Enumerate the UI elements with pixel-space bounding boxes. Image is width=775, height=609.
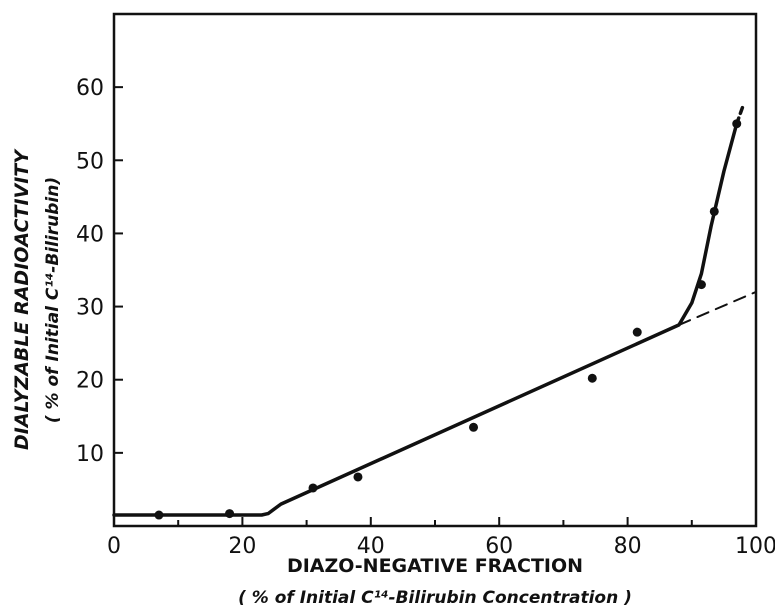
x-tick-label: 100: [735, 534, 775, 559]
y-tick-label: 50: [76, 149, 104, 174]
data-point: [696, 280, 706, 290]
x-tick-label: 0: [107, 534, 121, 559]
y-tick-label: 30: [76, 296, 104, 321]
data-point: [469, 422, 479, 432]
x-tick-label: 40: [357, 534, 385, 559]
y-axis-sublabel: ( % of Initial C¹⁴-Bilirubin): [43, 177, 63, 423]
data-point: [632, 327, 642, 337]
y-tick-label: 40: [76, 222, 104, 247]
data-point: [225, 509, 235, 519]
data-points: [154, 119, 742, 520]
data-point: [709, 206, 719, 216]
x-axis-sublabel: ( % of Initial C¹⁴-Bilirubin Concentrati…: [238, 588, 632, 608]
x-tick-label: 80: [614, 534, 642, 559]
y-tick-label: 60: [76, 76, 104, 101]
y-tick-label: 20: [76, 369, 104, 394]
y-tick-label: 10: [76, 442, 104, 467]
extrapolated-dashed-line: [678, 290, 757, 326]
y-axis: 10 20 30 40 50 60: [76, 76, 123, 467]
fitted-curve: [112, 121, 739, 517]
x-tick-label: 60: [485, 534, 513, 559]
curves: [112, 103, 757, 517]
plot-frame: [112, 12, 758, 528]
data-point: [353, 472, 363, 482]
data-point: [154, 510, 164, 520]
x-axis: 0 20 40 60 80 100: [107, 517, 775, 559]
x-axis-label: DIAZO-NEGATIVE FRACTION: [287, 555, 583, 577]
y-axis-label: DIALYZABLE RADIOACTIVITY: [11, 148, 33, 450]
data-point: [732, 119, 742, 129]
x-tick-label: 20: [228, 534, 256, 559]
data-point: [587, 373, 597, 383]
data-point: [308, 483, 318, 493]
